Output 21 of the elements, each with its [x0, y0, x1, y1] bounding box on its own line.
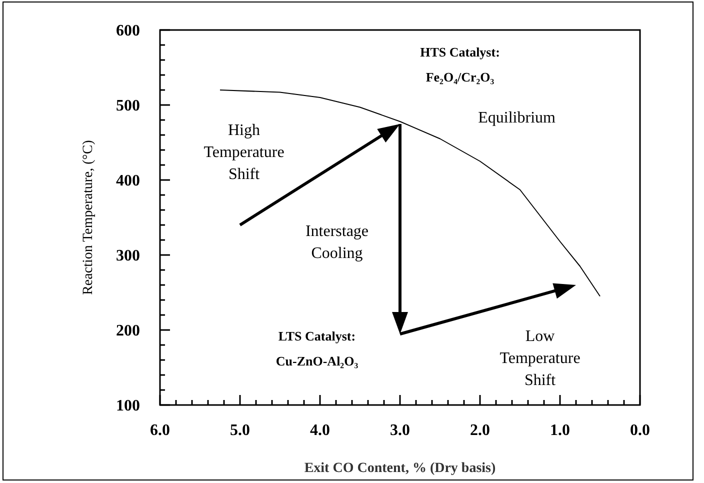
x-axis-title: Exit CO Content, % (Dry basis): [304, 461, 496, 476]
annotation: High Temperature Shift: [204, 122, 284, 183]
annotation: Interstage Cooling: [305, 222, 369, 262]
x-tick-label: 6.0: [150, 422, 170, 439]
annotation: Low Temperature Shift: [500, 328, 580, 389]
x-tick-label: 3.0: [390, 422, 410, 439]
y-tick-label: 500: [116, 98, 140, 115]
x-tick-label: 0.0: [630, 422, 650, 439]
y-tick-label: 100: [116, 398, 140, 415]
x-tick-label: 1.0: [550, 422, 570, 439]
y-tick-label: 600: [116, 22, 140, 40]
y-tick-label: 200: [116, 322, 140, 340]
series-label: Equilibrium: [478, 109, 556, 126]
annotation: HTS Catalyst: Fe₂O₄/Cr₂O₃: [420, 44, 500, 84]
x-tick-label: 2.0: [470, 422, 490, 439]
y-axis-title: Reaction Temperature, (°C): [81, 140, 96, 295]
annotation: LTS Catalyst: Cu-ZnO-Al₂O₃: [276, 328, 358, 368]
y-tick-label: 300: [116, 248, 140, 265]
x-tick-label: 4.0: [310, 422, 330, 439]
y-tick-label: 400: [116, 172, 140, 190]
x-tick-label: 5.0: [230, 422, 250, 439]
